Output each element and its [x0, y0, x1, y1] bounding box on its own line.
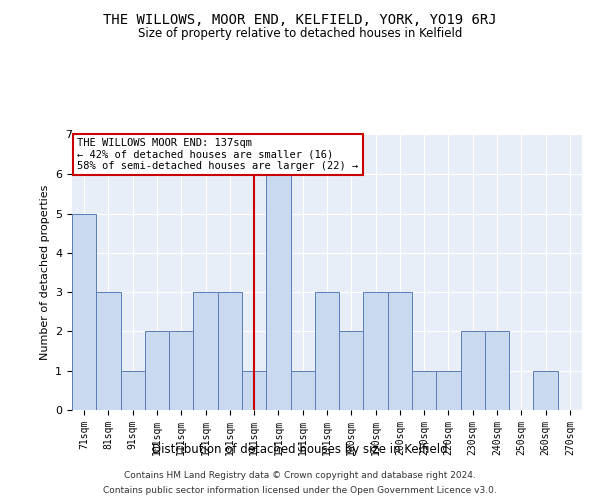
Text: Size of property relative to detached houses in Kelfield: Size of property relative to detached ho… — [138, 28, 462, 40]
Bar — [145, 332, 169, 410]
Y-axis label: Number of detached properties: Number of detached properties — [40, 185, 50, 360]
Bar — [266, 174, 290, 410]
Bar — [364, 292, 388, 410]
Text: THE WILLOWS MOOR END: 137sqm
← 42% of detached houses are smaller (16)
58% of se: THE WILLOWS MOOR END: 137sqm ← 42% of de… — [77, 138, 358, 171]
Bar — [461, 332, 485, 410]
Bar — [96, 292, 121, 410]
Bar — [72, 214, 96, 410]
Text: Contains public sector information licensed under the Open Government Licence v3: Contains public sector information licen… — [103, 486, 497, 495]
Text: Distribution of detached houses by size in Kelfield: Distribution of detached houses by size … — [152, 444, 448, 456]
Bar — [169, 332, 193, 410]
Text: Contains HM Land Registry data © Crown copyright and database right 2024.: Contains HM Land Registry data © Crown c… — [124, 471, 476, 480]
Bar — [121, 370, 145, 410]
Text: THE WILLOWS, MOOR END, KELFIELD, YORK, YO19 6RJ: THE WILLOWS, MOOR END, KELFIELD, YORK, Y… — [103, 12, 497, 26]
Bar — [339, 332, 364, 410]
Bar — [242, 370, 266, 410]
Bar — [533, 370, 558, 410]
Bar — [388, 292, 412, 410]
Bar — [290, 370, 315, 410]
Bar — [193, 292, 218, 410]
Text: 7: 7 — [65, 130, 72, 140]
Bar — [485, 332, 509, 410]
Bar — [412, 370, 436, 410]
Bar — [218, 292, 242, 410]
Bar — [315, 292, 339, 410]
Bar — [436, 370, 461, 410]
